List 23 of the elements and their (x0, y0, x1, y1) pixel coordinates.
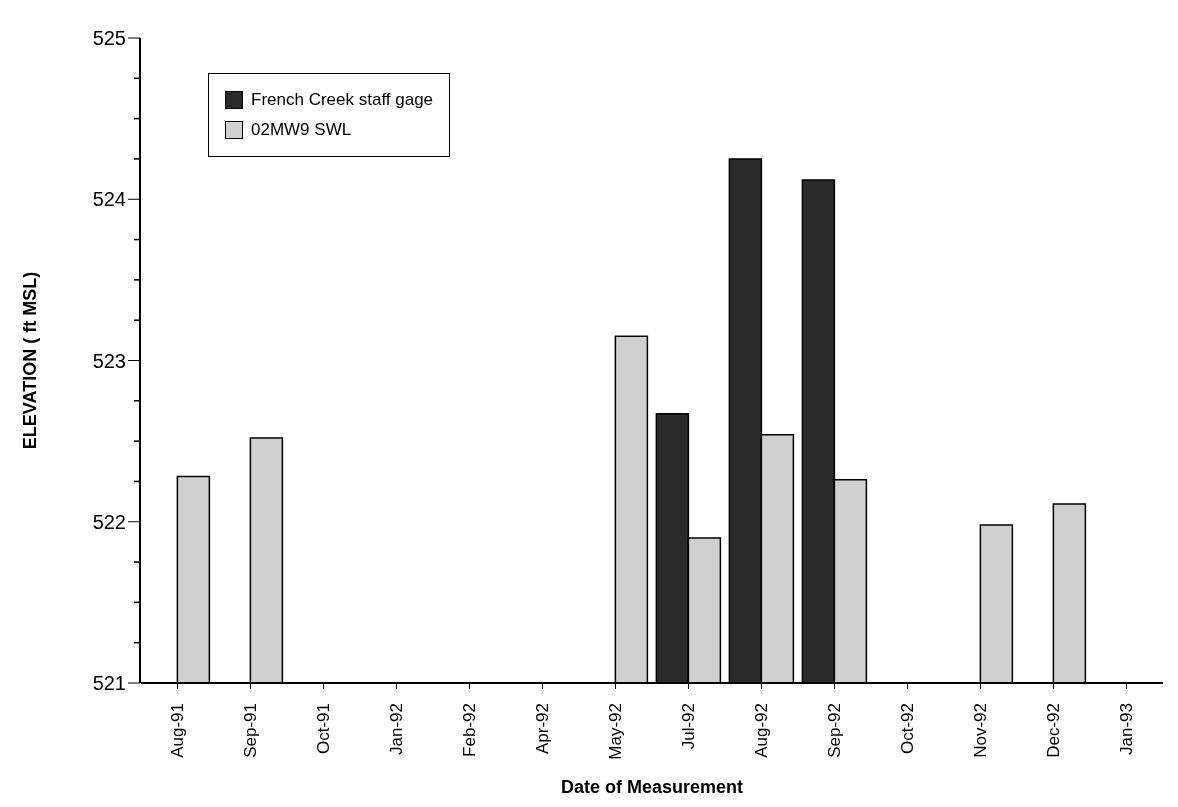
x-tick-label: Apr-92 (533, 703, 552, 755)
x-tick-label: May-92 (606, 703, 625, 760)
x-tick-label: Jan-92 (387, 703, 406, 755)
x-tick-label: Oct-91 (314, 703, 333, 755)
x-axis-title: Date of Measurement (560, 777, 744, 797)
x-tick-label: Nov-92 (971, 703, 990, 758)
legend-label: 02MW9 SWL (251, 120, 352, 140)
x-tick-label: Jan-93 (1117, 703, 1136, 755)
x-tick-label: Oct-92 (898, 703, 917, 755)
y-tick-label: 525 (92, 27, 126, 50)
x-tick-label: Sep-92 (825, 703, 844, 758)
y-tick-label: 524 (92, 188, 126, 211)
y-axis-title: ELEVATION ( ft MSL) (20, 271, 41, 450)
x-tick-label: Jul-92 (679, 703, 698, 750)
y-tick-label: 522 (92, 510, 126, 533)
y-tick-label: 521 (92, 672, 126, 695)
x-tick-label: Feb-92 (460, 703, 479, 757)
x-tick-label: Aug-91 (168, 703, 187, 758)
x-tick-label: Aug-92 (752, 703, 771, 758)
x-tick-label: Sep-91 (241, 703, 260, 758)
x-tick-label: Dec-92 (1044, 703, 1063, 758)
y-tick-label: 523 (92, 349, 126, 372)
legend-label: French Creek staff gage (251, 90, 434, 110)
